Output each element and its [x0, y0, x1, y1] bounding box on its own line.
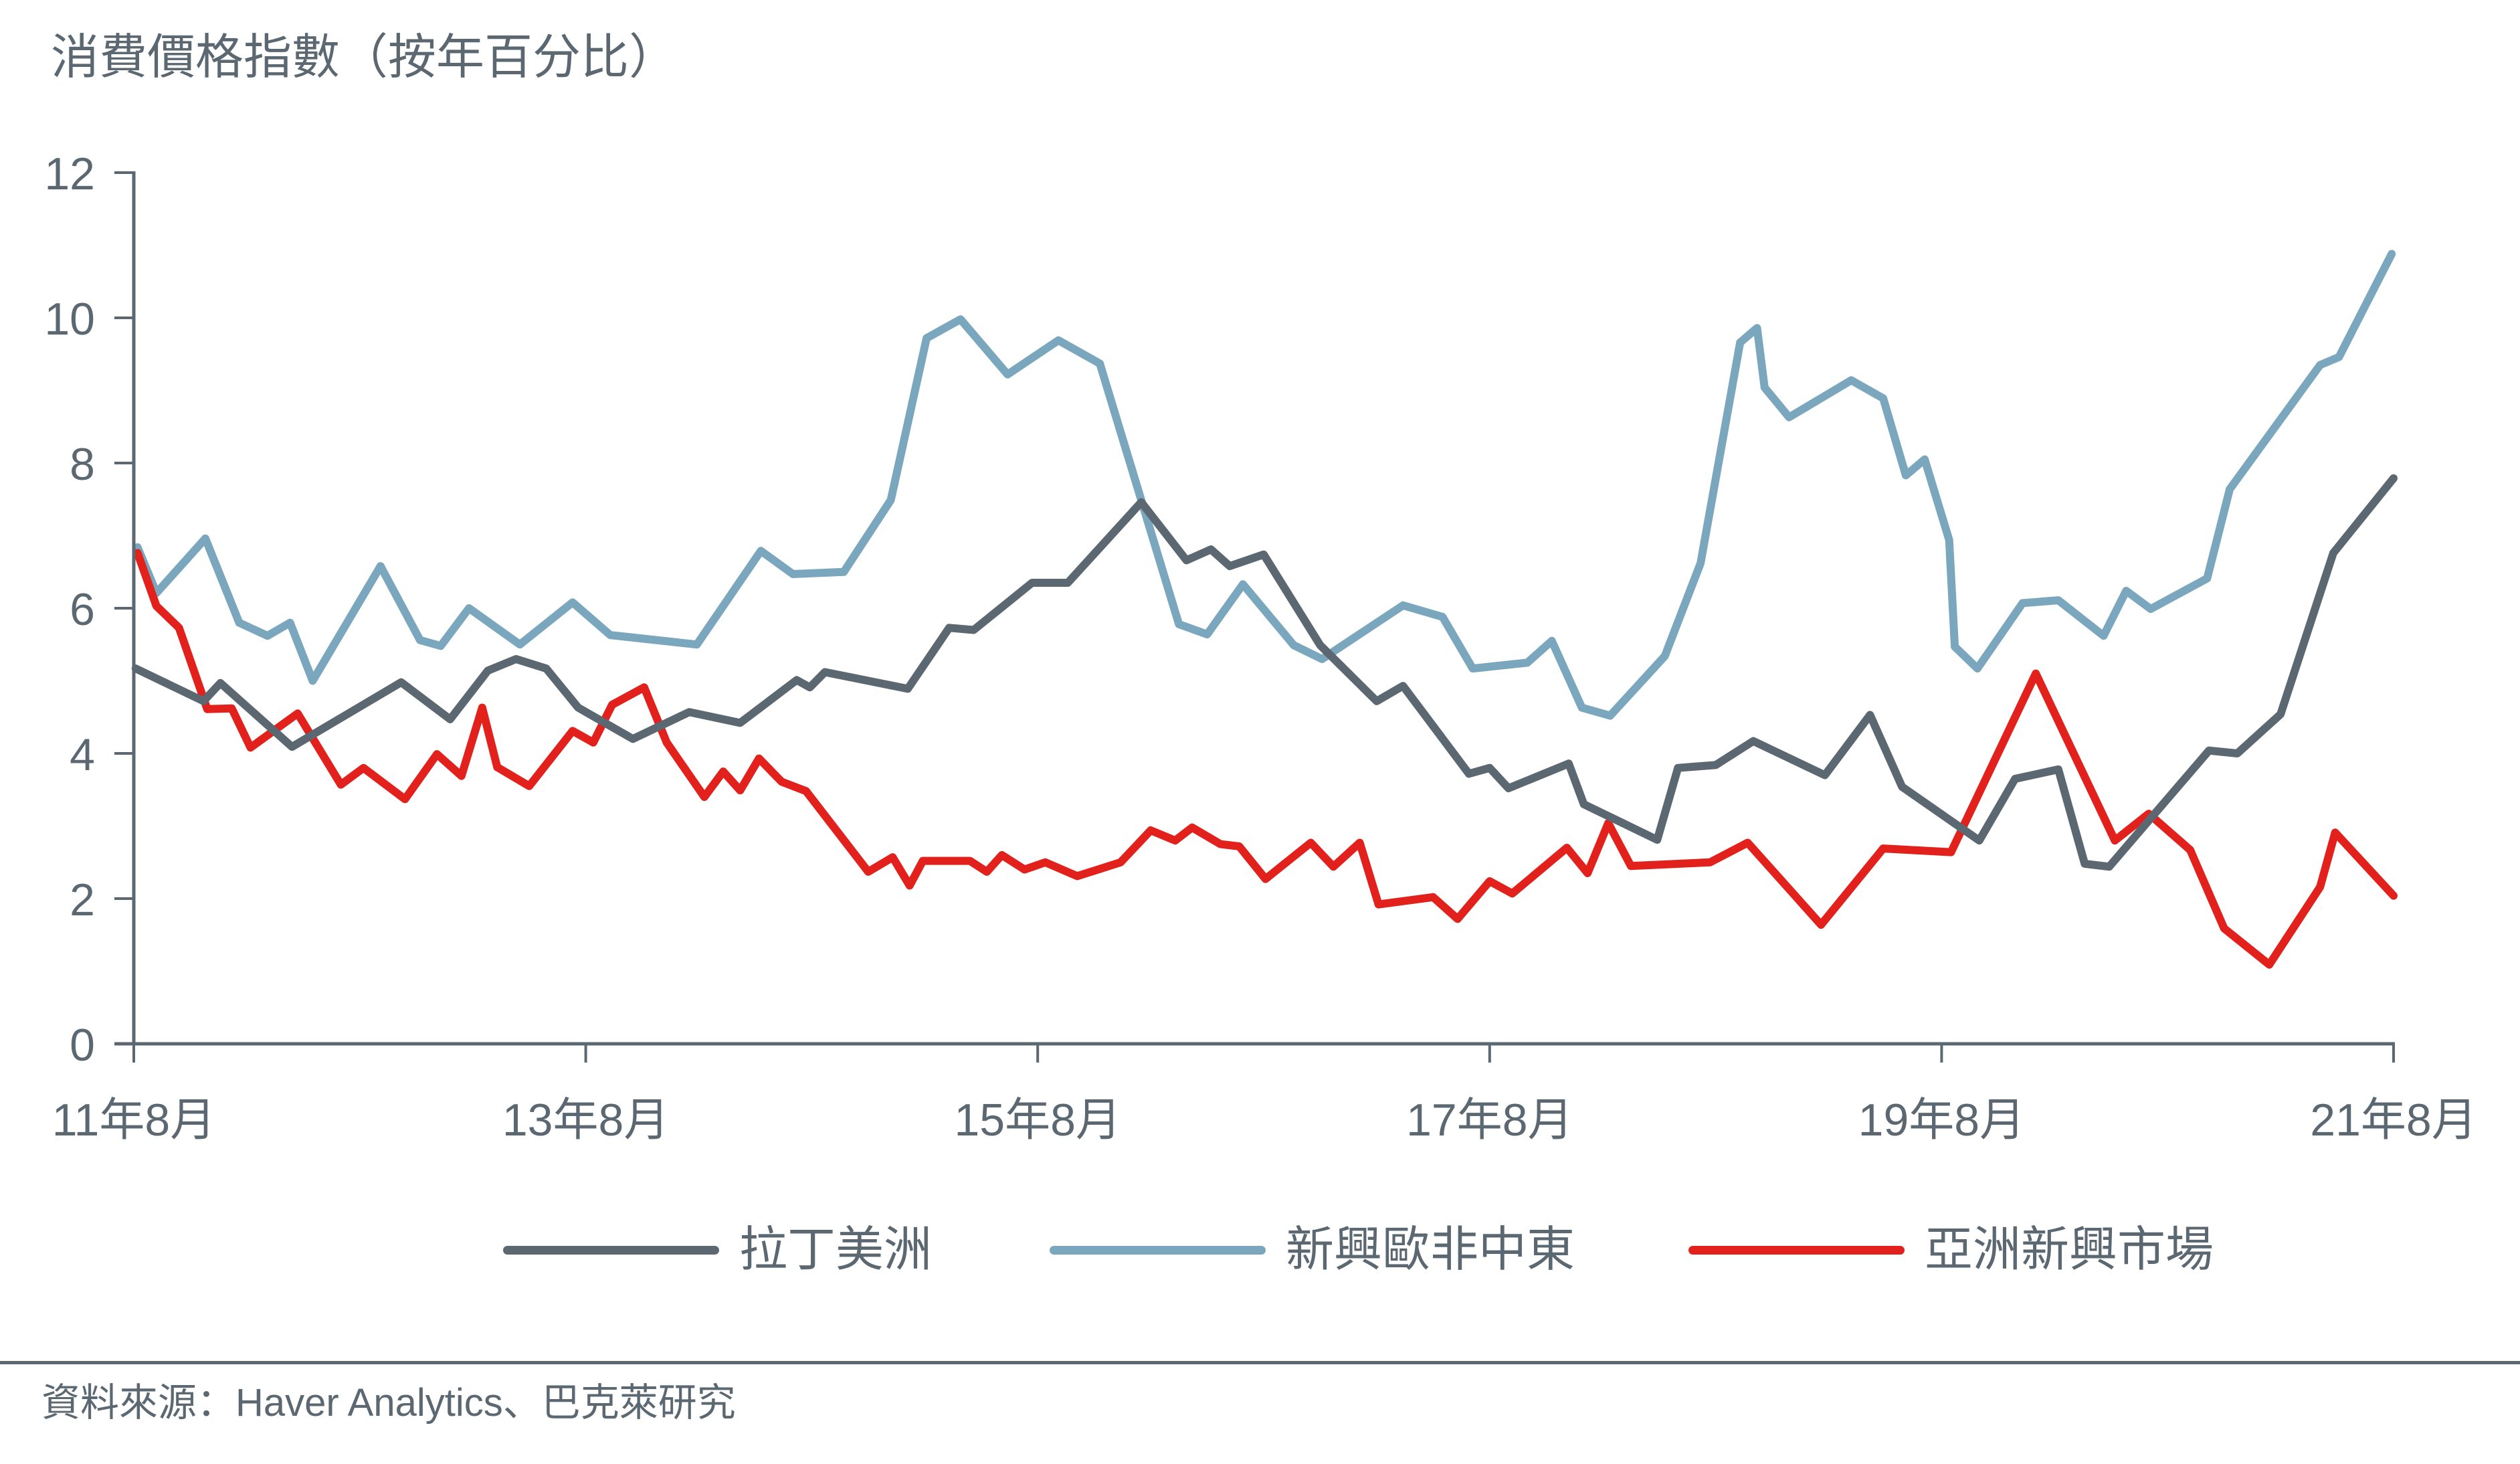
- plot-series: [131, 250, 2398, 969]
- emerging-asia-line: [133, 549, 2398, 969]
- legend-label: 拉丁美洲: [739, 1223, 933, 1277]
- y-tick-label: 2: [70, 875, 95, 925]
- x-tick-label: 15年8月: [954, 1095, 1121, 1146]
- x-tick-label: 17年8月: [1406, 1095, 1573, 1146]
- x-tick-label: 21年8月: [2310, 1095, 2477, 1146]
- x-tick-label: 19年8月: [1858, 1095, 2025, 1146]
- y-tick-label: 0: [70, 1020, 95, 1071]
- legend-label: 新興歐非中東: [1286, 1223, 1575, 1277]
- y-tick-label: 10: [44, 294, 95, 345]
- latin-america-line: [131, 474, 2398, 871]
- legend-item-emerging-emea: 新興歐非中東: [1050, 1216, 1575, 1283]
- x-tick-label: 13年8月: [502, 1095, 669, 1146]
- y-tick-label: 4: [70, 729, 95, 780]
- chart-legend: 拉丁美洲 新興歐非中東 亞洲新興市場: [0, 1216, 2520, 1283]
- legend-line-icon: [503, 1245, 719, 1255]
- legend-label: 亞洲新興市場: [1925, 1223, 2214, 1277]
- y-axis: 0 2 4 6 8 10 12: [44, 149, 136, 1071]
- emerging-emea-line: [133, 250, 2396, 720]
- x-tick-label: 11年8月: [52, 1095, 215, 1146]
- legend-line-icon: [1050, 1245, 1266, 1255]
- legend-item-latin-america: 拉丁美洲: [503, 1216, 932, 1283]
- chart-title: 消費價格指數（按年百分比）: [51, 31, 678, 84]
- source-note: 資料來源：Haver Analytics、巴克萊研究: [41, 1381, 736, 1425]
- line-chart: 0 2 4 6 8 10 12 11年8月 13年8月 15年8月 17年8月 19年8月 21年8月: [44, 149, 2477, 1146]
- legend-item-emerging-asia: 亞洲新興市場: [1688, 1216, 2214, 1283]
- x-axis: 11年8月 13年8月 15年8月 17年8月 19年8月 21年8月: [52, 1042, 2477, 1146]
- legend-line-icon: [1688, 1245, 1905, 1255]
- y-tick-label: 12: [44, 149, 95, 199]
- y-tick-label: 6: [70, 584, 95, 635]
- x-axis-ticks: 11年8月 13年8月 15年8月 17年8月 19年8月 21年8月: [52, 1044, 2477, 1146]
- footer-divider: [0, 1361, 2520, 1364]
- y-axis-ticks: 0 2 4 6 8 10 12: [44, 149, 134, 1071]
- y-tick-label: 8: [70, 439, 95, 490]
